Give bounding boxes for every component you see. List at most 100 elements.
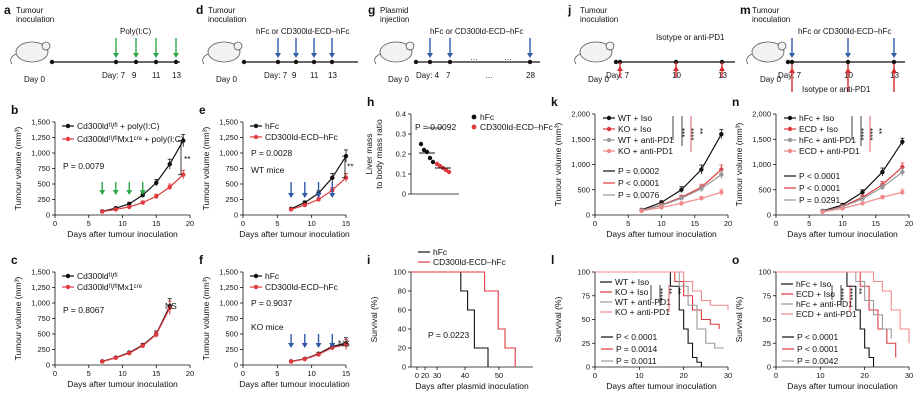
p-value: P = 0.0042 <box>797 356 838 366</box>
day-label: 13 <box>718 71 727 80</box>
y-tick-label: 2,000 <box>571 110 590 119</box>
data-point <box>679 196 684 201</box>
treatment-arrow <box>288 334 295 348</box>
schematic-title: injection <box>380 15 409 24</box>
y-tick-label: 500 <box>225 330 238 339</box>
y-tick-label: 20 <box>398 344 406 353</box>
data-point <box>719 190 724 195</box>
treatment-label: hFc or CD300ld-ECD–hFc <box>798 27 891 36</box>
chart-c: c 0 250 500 750 1,000 1,250 1,500 0 5 10 15 20 Days a… <box>11 253 194 389</box>
data-point <box>699 167 704 172</box>
y-axis-label: Liver mass <box>364 133 374 174</box>
y-tick-label: 250 <box>37 195 50 204</box>
data-point <box>167 161 172 167</box>
legend-label: hFc <box>480 112 495 122</box>
mouse-body <box>15 41 49 63</box>
x-axis-label: Days after tumour inoculation <box>239 379 350 389</box>
day0-label: Day 0 <box>588 75 609 84</box>
y-tick-label: 2,000 <box>752 110 771 119</box>
day-label: 10 <box>844 71 853 80</box>
x-axis-label: Days after tumour inoculation <box>787 381 898 391</box>
legend-label: KO + anti-PD1 <box>615 307 670 317</box>
x-tick-label: 10 <box>816 371 824 380</box>
data-point <box>343 342 349 347</box>
arrow-head <box>617 66 623 71</box>
x-tick-label: 15 <box>872 219 880 228</box>
legend: Cd300ldᶠˡ/ᶠˡ + poly(I:C) Cd300ldᶠˡ/ᶠˡMx1ᶜ… <box>62 121 184 144</box>
timeline-dot <box>49 59 55 65</box>
timeline-dot <box>133 59 139 65</box>
legend-label: Cd300ldᶠˡ/ᶠˡMx1ᶜʳᵉ <box>77 282 142 292</box>
data-point <box>154 194 159 199</box>
legend-marker <box>787 148 793 154</box>
y-tick-label: 75 <box>763 291 771 300</box>
y-tick-label: 1,250 <box>31 133 50 142</box>
data-point <box>639 208 644 214</box>
survival-curve-black <box>411 271 489 367</box>
survival-curve-black <box>595 271 702 367</box>
treatment-arrow <box>311 38 317 58</box>
treatment-arrow <box>112 182 119 195</box>
arrow-head <box>329 343 336 348</box>
data-point <box>880 169 885 175</box>
data-point <box>900 139 905 144</box>
x-tick-label: 0 <box>774 219 778 228</box>
legend-marker <box>65 273 71 279</box>
data-point <box>860 196 865 202</box>
survival-curve-red <box>411 271 516 367</box>
y-tick-label: 1,000 <box>219 149 238 158</box>
legend-marker <box>606 148 612 154</box>
x-tick-label: 0 <box>241 219 245 228</box>
treatment-arrow <box>315 182 322 198</box>
data-point <box>446 169 452 175</box>
sig-marker: ** <box>347 162 354 172</box>
panel-label-b: b <box>11 103 18 117</box>
x-tick-label: 0 <box>593 219 597 228</box>
data-point <box>127 204 132 210</box>
legend-label: KO + Iso <box>615 287 649 297</box>
data-point <box>113 207 118 212</box>
y-tick-label: 25 <box>582 339 590 348</box>
treatment-label: Poly(I:C) <box>120 27 151 36</box>
data-point <box>127 201 132 207</box>
series-line-red <box>102 307 171 363</box>
day-label: 11 <box>310 71 319 80</box>
day0-label: Day 0 <box>388 75 409 84</box>
legend-label: WT + anti-PD1 <box>618 135 674 145</box>
day-label: 13 <box>328 71 337 80</box>
legend-label: hFc + anti-PD1 <box>799 135 856 145</box>
y-axis-label: Tumour volume (mm³) <box>13 276 23 360</box>
data-point <box>100 359 105 364</box>
x-tick-label: 0 <box>593 371 597 380</box>
y-tick-label: 0 <box>46 211 50 220</box>
p-value: P = 0.0011 <box>616 356 657 366</box>
legend-label: CD300ld-ECD–hFc <box>433 257 506 267</box>
x-tick-label: 15 <box>342 219 350 228</box>
x-tick-label: 10 <box>118 369 126 378</box>
legend-label: ECD + Iso <box>796 289 835 299</box>
mouse-icon <box>374 41 415 65</box>
mouse-ear <box>605 41 615 51</box>
data-point <box>699 196 704 201</box>
legend-label: ECD + Iso <box>799 124 838 134</box>
legend-label: Cd300ldᶠˡ/ᶠˡMx1ᶜʳᵉ + poly(I:C) <box>77 134 184 144</box>
y-tick-label: 1,500 <box>219 268 238 277</box>
treatment-arrow <box>329 38 335 58</box>
sig-marker: ** <box>695 128 704 134</box>
p-value: P = 0.9037 <box>251 298 292 308</box>
x-tick-label: 20 <box>421 371 429 380</box>
y-axis-label: Tumour volume (mm³) <box>553 122 563 206</box>
x-tick-label: 5 <box>275 219 279 228</box>
timeline-dot <box>785 59 791 65</box>
mouse-body <box>751 41 785 63</box>
mouse-icon <box>202 41 243 65</box>
legend-marker <box>787 115 793 121</box>
arrow-head <box>673 66 679 71</box>
y-tick-label: 100 <box>758 268 771 277</box>
legend-label: ECD + anti-PD1 <box>796 309 857 319</box>
mouse-tail <box>574 53 581 65</box>
